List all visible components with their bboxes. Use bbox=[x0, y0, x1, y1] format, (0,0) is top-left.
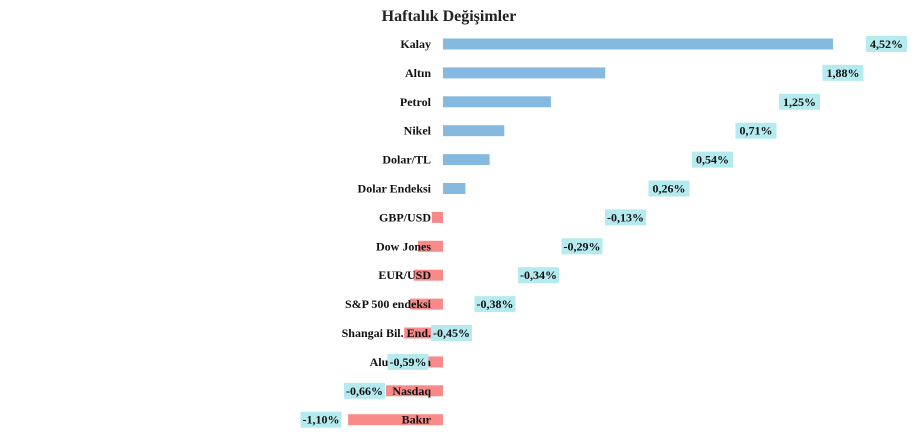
category-label-4: Dolar/TL bbox=[382, 153, 431, 167]
category-label-13: Bakır bbox=[402, 413, 432, 427]
data-label-bg-4 bbox=[692, 151, 733, 168]
data-label-bg-5 bbox=[648, 180, 690, 197]
data-label-bg-1 bbox=[822, 64, 864, 81]
data-label-bg-11 bbox=[387, 353, 429, 370]
data-label-5: 0,26% bbox=[653, 182, 686, 196]
bar-1 bbox=[443, 67, 606, 79]
data-label-bg-3 bbox=[735, 122, 777, 139]
bar-9 bbox=[410, 298, 443, 310]
bar-2 bbox=[443, 96, 551, 108]
bar-3 bbox=[443, 125, 505, 137]
bar-7 bbox=[418, 240, 443, 252]
data-label-3: 0,71% bbox=[740, 124, 773, 138]
data-label-11: -0,59% bbox=[390, 355, 427, 369]
category-label-10: Shangai Bil. End. bbox=[342, 326, 431, 340]
category-label-0: Kalay bbox=[400, 37, 431, 51]
bar-12 bbox=[386, 385, 443, 397]
data-label-bg-9 bbox=[474, 296, 516, 313]
plot-area: Kalay 4,52% Altın 1,88% Petrol 1,25% Nikel 0,71… bbox=[300, 36, 907, 428]
category-label-6: GBP/USD bbox=[379, 210, 431, 224]
category-label-7: Dow Jones bbox=[376, 239, 431, 253]
category-label-1: Altın bbox=[405, 66, 431, 80]
category-label-12: Nasdaq bbox=[392, 384, 431, 398]
bar-6 bbox=[431, 211, 443, 223]
bar-0 bbox=[443, 38, 834, 50]
category-label-5: Dolar Endeksi bbox=[358, 182, 432, 196]
data-label-bg-13 bbox=[300, 411, 342, 428]
category-label-3: Nikel bbox=[404, 124, 432, 138]
data-label-10: -0,45% bbox=[433, 326, 470, 340]
data-label-0: 4,52% bbox=[870, 37, 903, 51]
category-label-9: S&P 500 endeksi bbox=[345, 297, 432, 311]
bar-8 bbox=[413, 269, 443, 281]
category-label-2: Petrol bbox=[400, 95, 432, 109]
bar-5 bbox=[443, 183, 466, 194]
bar-10 bbox=[404, 327, 443, 339]
data-label-9: -0,38% bbox=[477, 297, 514, 311]
category-label-8: EUR/USD bbox=[378, 268, 431, 282]
data-label-bg-12 bbox=[344, 382, 385, 399]
data-label-8: -0,34% bbox=[520, 268, 557, 282]
data-label-2: 1,25% bbox=[783, 95, 816, 109]
bar-13 bbox=[348, 414, 443, 426]
data-label-bg-10 bbox=[431, 325, 472, 341]
data-label-4: 0,54% bbox=[696, 153, 729, 167]
data-label-bg-6 bbox=[605, 209, 646, 226]
data-label-bg-0 bbox=[866, 36, 907, 52]
data-label-12: -0,66% bbox=[346, 384, 383, 398]
data-label-bg-8 bbox=[518, 267, 559, 284]
data-label-bg-7 bbox=[561, 238, 603, 255]
data-label-13: -1,10% bbox=[303, 413, 340, 427]
data-label-1: 1,88% bbox=[827, 66, 860, 80]
bar-4 bbox=[443, 154, 490, 166]
data-label-6: -0,13% bbox=[607, 210, 644, 224]
data-label-7: -0,29% bbox=[564, 239, 601, 253]
data-label-bg-2 bbox=[779, 93, 820, 110]
chart-title: Haftalık Değişimler bbox=[382, 8, 517, 25]
